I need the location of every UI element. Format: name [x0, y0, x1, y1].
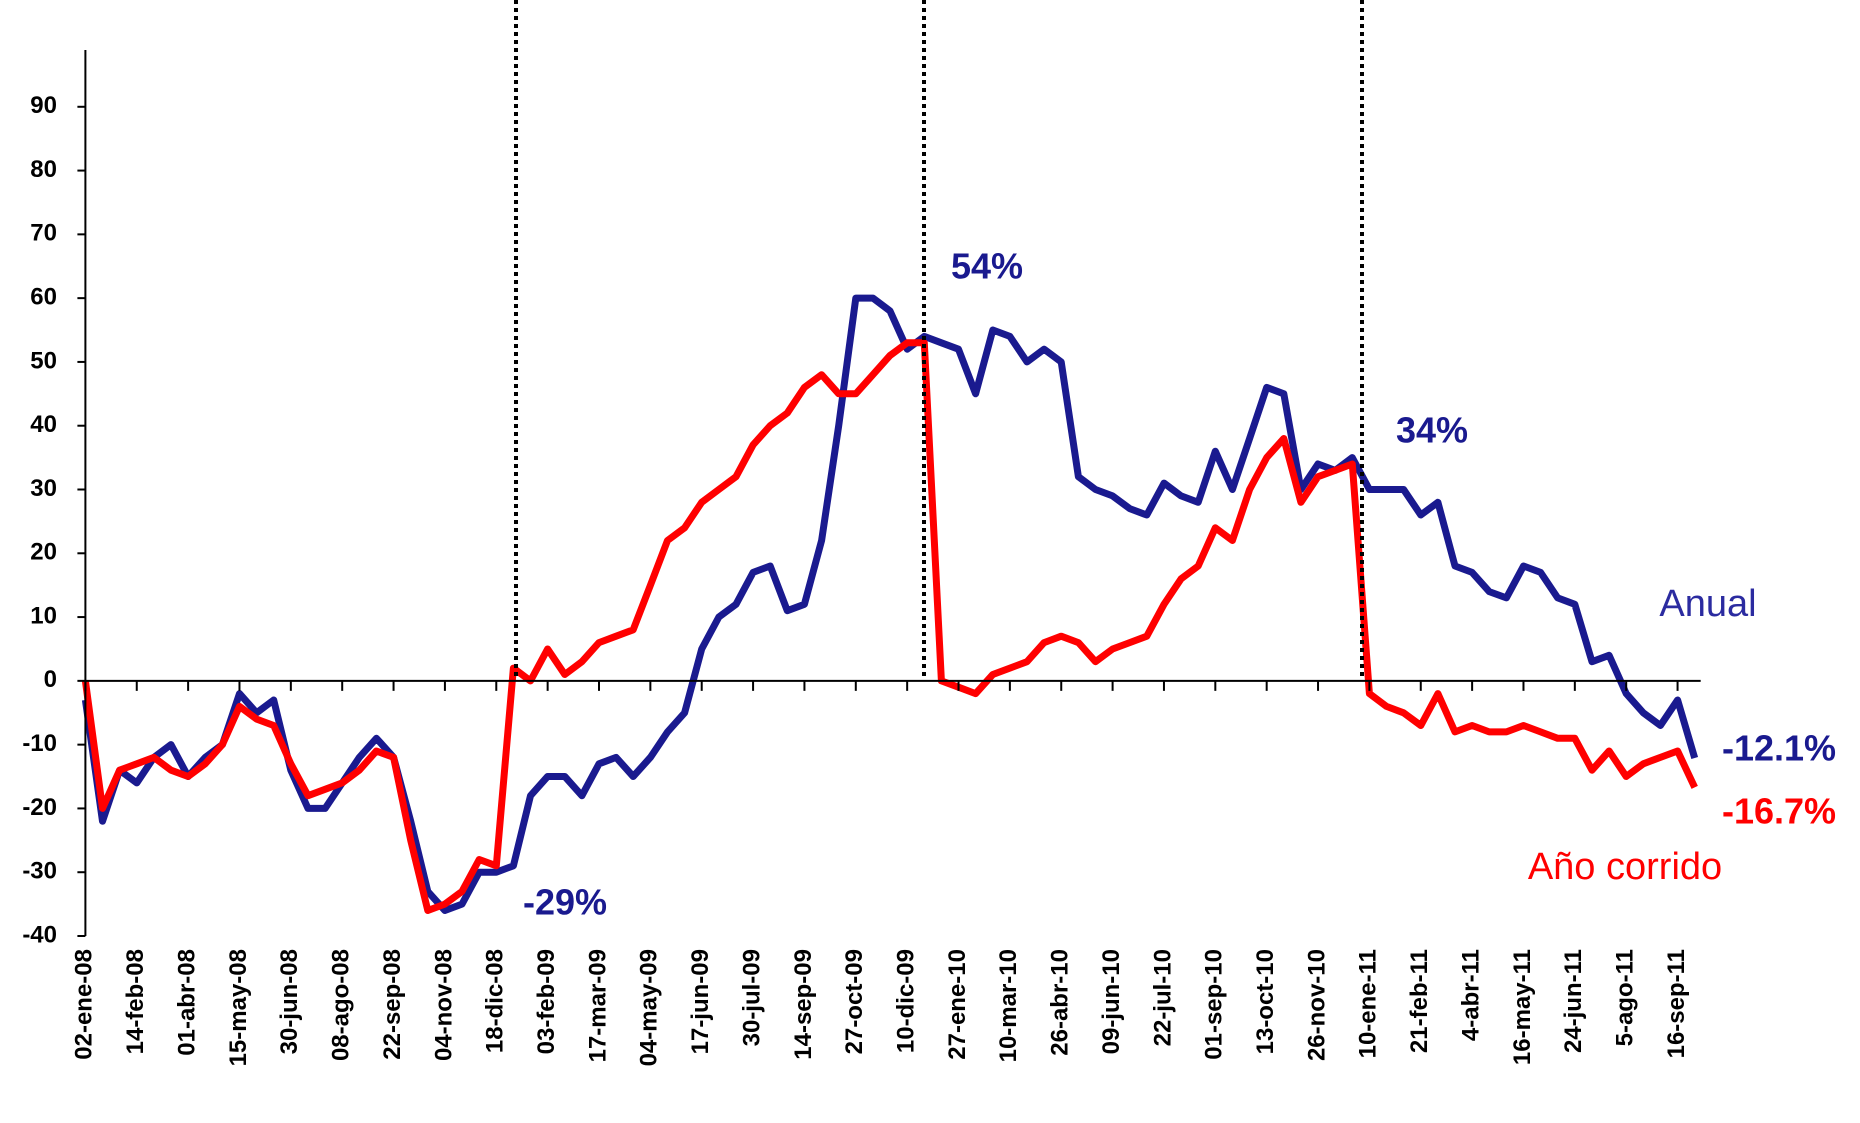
end-label: -12.1%: [1722, 728, 1836, 769]
y-tick-label: -40: [22, 921, 57, 948]
legend-label: Año corrido: [1528, 846, 1722, 888]
x-tick-label: 21-feb-11: [1406, 949, 1433, 1053]
y-tick-label: 10: [30, 602, 57, 629]
x-tick-label: 27-oct-09: [841, 949, 868, 1054]
x-tick-label: 16-sep-11: [1663, 949, 1690, 1058]
x-tick-label: 14-feb-08: [122, 949, 149, 1054]
y-tick-label: 60: [30, 283, 57, 310]
x-tick-label: 01-abr-08: [173, 949, 200, 1056]
annotation: -29%: [523, 882, 607, 923]
y-tick-label: 40: [30, 411, 57, 438]
x-tick-label: 17-mar-09: [584, 949, 611, 1062]
x-tick-label: 04-may-09: [636, 949, 663, 1066]
x-tick-label: 26-nov-10: [1303, 949, 1330, 1061]
y-tick-label: -10: [22, 730, 57, 757]
x-tick-label: 08-ago-08: [328, 949, 355, 1061]
y-tick-label: 30: [30, 475, 57, 502]
x-tick-label: 5-ago-11: [1612, 949, 1639, 1046]
x-tick-label: 10-dic-09: [893, 949, 920, 1053]
y-tick-label: 80: [30, 156, 57, 183]
y-tick-label: 20: [30, 539, 57, 566]
y-tick-label: -30: [22, 858, 57, 885]
legend-label: Anual: [1659, 583, 1756, 625]
x-tick-label: 24-jun-11: [1560, 949, 1587, 1053]
x-tick-label: 17-jun-09: [687, 949, 714, 1054]
series-line: [81, 339, 1698, 914]
x-tick-label: 30-jul-09: [738, 949, 765, 1046]
x-tick-label: 02-ene-08: [71, 949, 98, 1060]
x-tick-label: 22-sep-08: [379, 949, 406, 1060]
y-tick-label: 0: [44, 666, 57, 693]
x-tick-label: 22-jul-10: [1149, 949, 1176, 1046]
x-tick-label: 26-abr-10: [1047, 949, 1074, 1056]
annotation: 34%: [1396, 410, 1468, 451]
y-tick-label: -20: [22, 794, 57, 821]
y-tick-label: 70: [30, 220, 57, 247]
x-tick-label: 14-sep-09: [790, 949, 817, 1060]
y-tick-label: 90: [30, 92, 57, 119]
x-tick-label: 01-sep-10: [1201, 949, 1228, 1060]
x-tick-label: 04-nov-08: [430, 949, 457, 1061]
x-tick-label: 16-may-11: [1509, 949, 1536, 1065]
x-tick-label: 10-ene-11: [1355, 949, 1382, 1058]
x-tick-label: 4-abr-11: [1457, 949, 1484, 1041]
x-tick-label: 18-dic-08: [482, 949, 509, 1053]
x-tick-label: 27-ene-10: [944, 949, 971, 1060]
x-tick-label: 10-mar-10: [995, 949, 1022, 1062]
x-tick-label: 15-may-08: [225, 949, 252, 1066]
y-tick-label: 50: [30, 347, 57, 374]
end-label: -16.7%: [1722, 791, 1836, 832]
x-tick-label: 03-feb-09: [533, 949, 560, 1054]
series-line: [81, 294, 1699, 914]
annotation: 54%: [951, 246, 1023, 287]
x-tick-label: 09-jun-10: [1098, 949, 1125, 1054]
x-tick-label: 30-jun-08: [276, 949, 303, 1054]
x-tick-label: 13-oct-10: [1252, 949, 1279, 1054]
